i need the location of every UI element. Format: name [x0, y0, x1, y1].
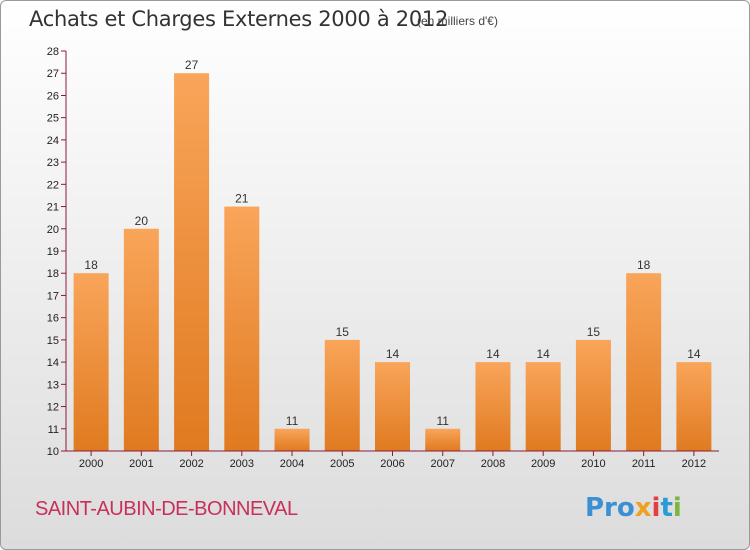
y-tick-label: 28 [47, 46, 59, 58]
y-tick-label: 25 [47, 113, 59, 125]
x-tick-label: 2012 [682, 458, 706, 470]
bar-value-label: 27 [185, 58, 199, 72]
logo-part-4: t [660, 493, 673, 523]
x-tick-label: 2003 [230, 458, 254, 470]
chart-unit: (en milliers d'€) [417, 14, 498, 28]
bar-value-label: 14 [687, 347, 701, 361]
bar-value-label: 18 [84, 258, 98, 272]
y-tick-label: 16 [47, 313, 59, 325]
bar-value-label: 15 [587, 325, 601, 339]
y-axis: 10 11 12 13 14 15 16 17 18 19 20 21 22 23 24 25 26 27 28 [47, 46, 67, 458]
proxiti-logo[interactable]: Proxiti [585, 493, 682, 523]
bar-2004 [274, 428, 310, 451]
x-tick-label: 2005 [330, 458, 354, 470]
x-tick-label: 2002 [179, 458, 203, 470]
y-tick-label: 26 [47, 90, 59, 102]
x-tick-label: 2007 [430, 458, 454, 470]
bar-2001 [123, 228, 159, 451]
bar-value-label: 11 [436, 414, 449, 428]
bar-2009 [525, 362, 561, 451]
bar-value-label: 20 [135, 214, 149, 228]
x-tick-label: 2008 [481, 458, 505, 470]
y-tick-label: 19 [47, 246, 59, 258]
bar-value-label: 21 [235, 192, 249, 206]
bar-2007 [425, 428, 461, 451]
y-tick-label: 12 [47, 402, 59, 414]
bar-2008 [475, 362, 511, 451]
x-tick-label: 2001 [129, 458, 153, 470]
x-tick-label: 2000 [79, 458, 103, 470]
commune-name: SAINT-AUBIN-DE-BONNEVAL [35, 498, 298, 520]
bar-2003 [224, 206, 260, 451]
x-tick-label: 2010 [581, 458, 605, 470]
y-tick-label: 18 [47, 268, 59, 280]
chart-title: Achats et Charges Externes 2000 à 2012 [29, 7, 449, 31]
bar-2002 [174, 73, 210, 451]
y-tick-label: 21 [47, 202, 59, 214]
y-tick-label: 20 [47, 224, 59, 236]
bar-value-label: 15 [336, 325, 350, 339]
logo-part-5: i [672, 493, 682, 523]
bar-value-label: 11 [286, 414, 299, 428]
bar-2011 [626, 273, 662, 451]
x-tick-label: 2006 [380, 458, 404, 470]
x-tick-label: 2004 [280, 458, 304, 470]
logo-part-1: Pro [585, 493, 635, 523]
y-tick-label: 11 [48, 424, 59, 436]
logo-part-2: x [634, 493, 652, 523]
bar-value-label: 18 [637, 258, 651, 272]
y-tick-label: 17 [47, 290, 59, 302]
y-tick-label: 14 [47, 357, 59, 369]
y-tick-label: 27 [47, 68, 59, 80]
bars-group: 18 20 27 21 11 15 14 11 14 14 15 18 14 [73, 58, 712, 451]
x-axis: 2000 2001 2002 2003 2004 2005 2006 2007 2008 2009… [66, 450, 719, 470]
bar-2000 [73, 273, 109, 451]
bar-value-label: 14 [537, 347, 551, 361]
bar-value-label: 14 [386, 347, 400, 361]
y-tick-label: 15 [47, 335, 59, 347]
y-tick-label: 22 [47, 179, 59, 191]
logo-part-3: i [651, 493, 661, 523]
bar-2012 [676, 362, 712, 451]
y-tick-label: 24 [47, 135, 59, 147]
x-tick-label: 2011 [632, 458, 656, 470]
y-tick-label: 23 [47, 157, 59, 169]
bar-2005 [324, 339, 360, 451]
bar-value-label: 14 [486, 347, 500, 361]
y-tick-label: 10 [47, 446, 59, 458]
bar-2010 [575, 339, 611, 451]
x-tick-label: 2009 [531, 458, 555, 470]
y-tick-label: 13 [47, 379, 59, 391]
bar-2006 [375, 362, 410, 451]
